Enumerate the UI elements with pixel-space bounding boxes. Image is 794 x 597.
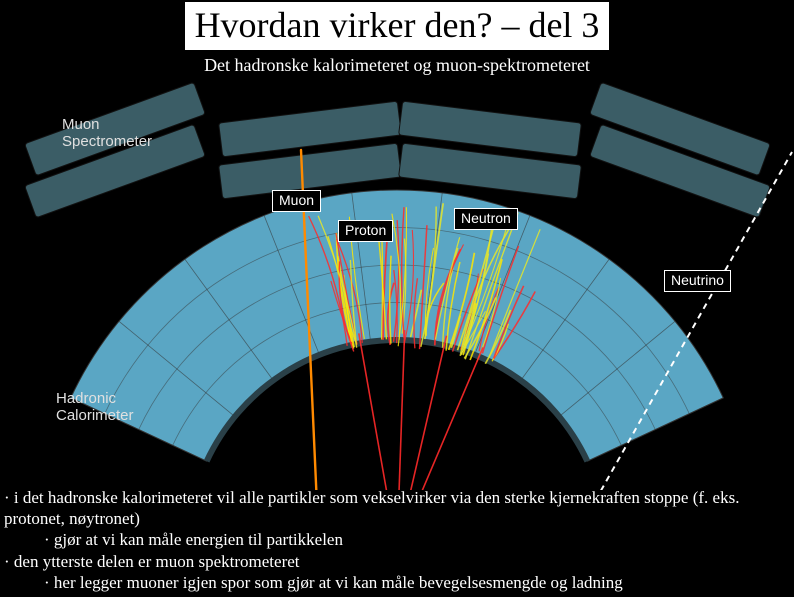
label-proton: Proton — [338, 220, 393, 242]
label-muon: Muon — [272, 190, 321, 212]
page-title: Hvordan virker den? – del 3 — [185, 2, 610, 53]
page-subtitle: Det hadronske kalorimeteret og muon-spek… — [0, 55, 794, 76]
label-neutron: Neutron — [454, 208, 518, 230]
bullet-text-block: · i det hadronske kalorimeteret vil alle… — [4, 487, 790, 593]
detector-diagram: MuonSpectrometer HadronicCalorimeter Muo… — [0, 80, 794, 490]
bullet-line: · i det hadronske kalorimeteret vil alle… — [4, 487, 790, 530]
label-muon-spectrometer: MuonSpectrometer — [62, 116, 152, 151]
bullet-line: · den ytterste delen er muon spektromete… — [4, 551, 790, 572]
label-hadronic-calorimeter: HadronicCalorimeter — [56, 390, 134, 425]
label-neutrino: Neutrino — [664, 270, 731, 292]
bullet-line: · her legger muoner igjen spor som gjør … — [44, 572, 790, 593]
bullet-line: · gjør at vi kan måle energien til parti… — [44, 529, 790, 550]
